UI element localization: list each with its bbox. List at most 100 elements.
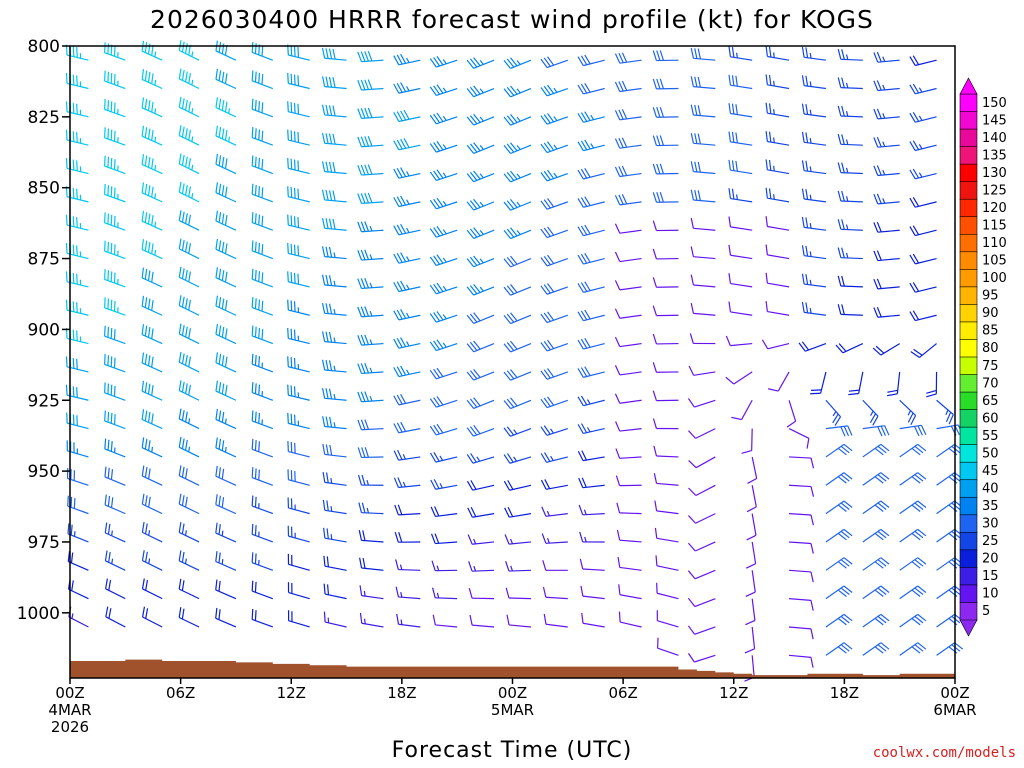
wind-barb-half-flag	[191, 79, 194, 86]
wind-barb-staff	[767, 169, 790, 175]
wind-barb-staff	[398, 286, 421, 293]
wind-barb-flag	[221, 100, 225, 111]
wind-barb-flag	[325, 472, 329, 483]
wind-barb-staff	[179, 475, 200, 486]
wind-barb-flag	[215, 267, 219, 278]
wind-barb-staff	[251, 193, 274, 203]
colorbar-swatch	[959, 321, 978, 341]
wind-barb	[429, 423, 458, 436]
colorbar-label: 20	[982, 552, 999, 567]
wind-barb	[789, 456, 815, 469]
wind-barb-flag	[834, 416, 842, 426]
wind-barb-flag	[877, 445, 887, 454]
wind-barb-flag	[251, 240, 254, 251]
wind-barb-flag	[506, 342, 515, 351]
wind-barb-flag	[110, 243, 113, 254]
wind-barb-flag	[70, 524, 73, 536]
wind-barb-flag	[364, 192, 370, 204]
wind-barb	[654, 500, 679, 515]
wind-barb-flag	[104, 325, 106, 337]
wind-barb	[466, 198, 495, 211]
wind-barb-staff	[436, 343, 458, 352]
wind-barb	[688, 456, 716, 469]
colorbar-swatch	[959, 391, 978, 411]
wind-barb-flag	[543, 142, 551, 152]
x-tick-label: 12Z	[277, 684, 306, 702]
wind-barb-half-flag	[882, 169, 886, 176]
wind-barb-flag	[580, 423, 588, 433]
wind-barb-staff	[619, 87, 642, 93]
wind-barb-flag	[614, 393, 621, 404]
wind-barb-flag	[805, 104, 809, 115]
wind-barb-staff	[141, 277, 163, 288]
wind-barb	[657, 637, 679, 656]
wind-barb-flag	[577, 226, 584, 236]
wind-barb-staff	[215, 617, 237, 628]
wind-barb-flag	[473, 170, 481, 180]
wind-barb	[873, 250, 900, 262]
wind-barb-flag	[735, 160, 738, 172]
wind-barb-flag	[104, 155, 106, 167]
wind-barb-flag	[358, 502, 363, 513]
wind-barb-staff	[251, 618, 274, 628]
wind-barb-staff	[657, 620, 679, 628]
wind-barb-flag	[731, 160, 735, 171]
wind-barb-staff	[361, 286, 384, 290]
wind-barb-flag	[506, 257, 515, 266]
wind-barb-flag	[325, 303, 329, 314]
wind-barb-flag	[65, 157, 68, 169]
wind-barb-staff	[215, 220, 237, 231]
wind-barb	[141, 521, 163, 543]
wind-barb-flag	[542, 560, 547, 571]
wind-barb-flag	[393, 112, 400, 122]
wind-barb	[616, 502, 642, 515]
wind-barb	[251, 353, 274, 373]
wind-barb-staff	[899, 399, 917, 416]
wind-barb-flag	[357, 193, 363, 204]
wind-barb	[615, 421, 642, 432]
wind-barb-flag	[104, 269, 106, 280]
wind-barb-flag	[473, 397, 481, 407]
wind-barb	[504, 506, 532, 518]
wind-barb-flag	[215, 408, 218, 420]
wind-barb-flag	[218, 353, 222, 365]
wind-barb	[725, 371, 753, 385]
wind-barb-staff	[545, 596, 568, 600]
wind-barb-flag	[322, 444, 326, 455]
wind-barb-flag	[543, 284, 551, 294]
wind-barb-flag	[360, 249, 366, 261]
wind-barb-flag	[584, 253, 591, 263]
wind-barb-flag	[357, 108, 363, 119]
wind-barb-flag	[840, 559, 850, 567]
wind-barb-flag	[694, 48, 698, 59]
wind-barb-flag	[147, 440, 151, 451]
wind-barb-flag	[810, 571, 814, 583]
wind-barb-flag	[951, 587, 961, 595]
wind-barb-flag	[840, 426, 846, 437]
wind-barb-staff	[858, 371, 864, 394]
wind-barb-flag	[76, 358, 78, 370]
wind-barb-flag	[184, 468, 188, 479]
wind-barb-staff	[767, 342, 790, 350]
wind-barb-flag	[911, 646, 921, 654]
wind-barb-flag	[837, 49, 842, 60]
wind-barb-flag	[948, 414, 954, 425]
wind-barb-flag	[690, 161, 694, 172]
wind-barb-staff	[178, 588, 200, 600]
wind-barb-flag	[805, 75, 809, 87]
wind-barb-flag	[473, 368, 481, 378]
wind-barb-flag	[254, 553, 257, 564]
wind-barb-flag	[322, 499, 326, 511]
wind-barb-flag	[357, 51, 363, 62]
wind-barb-flag	[251, 42, 254, 53]
wind-barb	[431, 560, 458, 572]
wind-barb-staff	[804, 255, 827, 260]
wind-barb-flag	[429, 369, 437, 380]
wind-barb-staff	[288, 224, 310, 231]
wind-barb-half-flag	[945, 409, 949, 415]
colorbar-swatch	[959, 496, 978, 516]
wind-barb	[862, 557, 890, 571]
wind-barb-staff	[508, 569, 531, 572]
wind-barb-staff	[877, 229, 900, 233]
wind-barb	[251, 580, 274, 600]
